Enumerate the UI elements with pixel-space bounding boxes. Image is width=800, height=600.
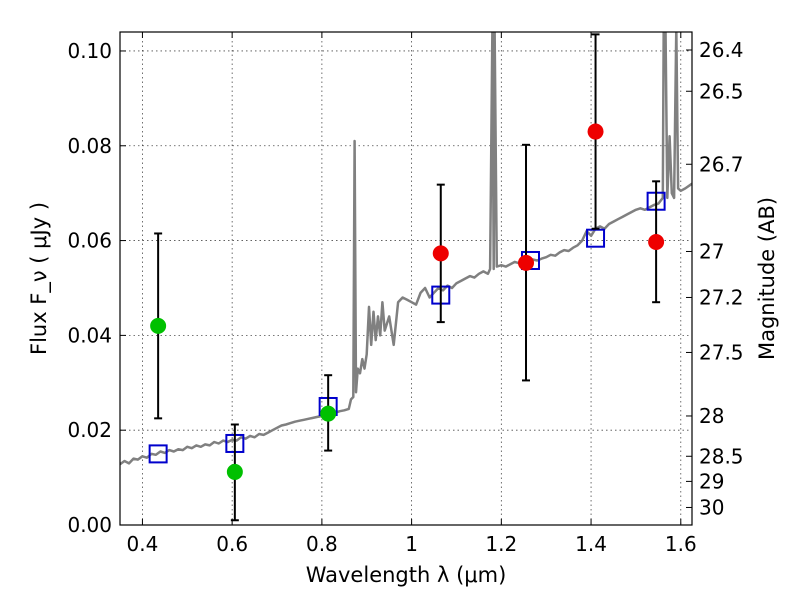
model-flux-marker [586, 228, 606, 248]
y-tick-label: 0.08 [67, 134, 112, 158]
magnitude-tick-label: 27 [699, 239, 724, 263]
y-tick-label: 0.02 [67, 418, 112, 442]
x-tick-label: 1.6 [665, 532, 697, 556]
model-spectrum-line [120, 32, 692, 466]
observed-flux-point [587, 123, 604, 140]
y-tick-label: 0.04 [67, 323, 112, 347]
observed-flux-point [518, 254, 535, 271]
y-axis-label-right: Magnitude (AB) [755, 197, 779, 360]
y-axis-label: Flux F_ν ( μJy ) [27, 202, 52, 355]
observed-flux-point [226, 463, 243, 480]
x-tick-label: 1.4 [575, 532, 607, 556]
magnitude-tick-label: 30 [699, 495, 724, 519]
x-tick-label: 0.4 [127, 532, 159, 556]
magnitude-tick-label: 29 [699, 469, 724, 493]
magnitude-tick-label: 28 [699, 404, 724, 428]
magnitude-tick-label: 28.5 [699, 444, 744, 468]
magnitude-tick-label: 26.4 [699, 38, 744, 62]
observed-flux-point [432, 245, 449, 262]
x-tick-label: 1.2 [485, 532, 517, 556]
y-tick-label: 0.06 [67, 229, 112, 253]
magnitude-tick-label: 27.2 [699, 285, 744, 309]
magnitude-tick-label: 26.7 [699, 152, 744, 176]
axes: 0.4 0.6 0.8 1 1.2 1.4 1.6 0.00 0.02 0.04 0.06 0.08 0… [67, 32, 744, 556]
y-tick-label: 0.00 [67, 513, 112, 537]
magnitude-tick-label: 27.5 [699, 340, 744, 364]
grid [120, 32, 692, 526]
model-spectrum [120, 32, 692, 466]
magnitude-tick-label: 26.5 [699, 79, 744, 103]
x-tick-label: 0.6 [216, 532, 248, 556]
x-tick-label: 0.8 [306, 532, 338, 556]
observed-flux-point [648, 233, 665, 250]
x-axis-label: Wavelength λ (μm) [306, 563, 507, 587]
model-flux-marker [148, 444, 168, 464]
plot-frame [119, 31, 693, 526]
y-tick-label: 0.10 [67, 39, 112, 63]
x-tick-label: 1 [405, 532, 418, 556]
observed-flux-point [320, 405, 337, 422]
data-markers [148, 33, 666, 522]
observed-flux-point [150, 317, 167, 334]
